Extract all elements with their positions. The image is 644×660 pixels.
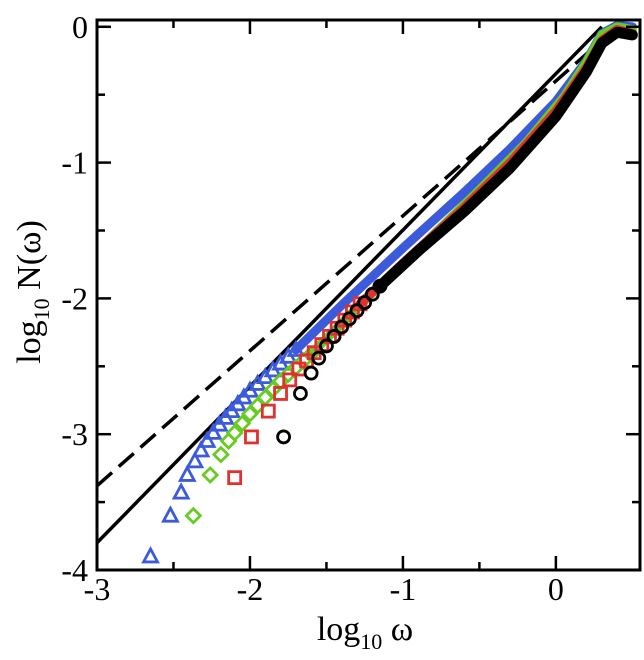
x-axis-label-base: log	[317, 611, 360, 648]
data-point-triangle	[203, 422, 223, 440]
plot-area	[97, 20, 638, 564]
data-point-diamond	[201, 465, 220, 484]
x-tick-label: -1	[390, 571, 417, 607]
data-point-circle	[303, 365, 319, 381]
data-point-square	[291, 361, 307, 377]
y-tick-label: -3	[61, 416, 88, 452]
data-point-circle	[334, 319, 350, 335]
data-point-triangle	[185, 450, 205, 469]
data-point-diamond	[211, 445, 230, 464]
data-point-square	[273, 386, 288, 401]
data-point-triangle	[197, 430, 217, 448]
x-axis-label-sub: 10	[360, 629, 382, 654]
data-point-triangle	[161, 505, 180, 523]
data-point-triangle	[177, 464, 197, 482]
data-point-diamond	[219, 432, 238, 450]
data-point-triangle	[191, 440, 211, 458]
y-tick-label: -1	[61, 145, 88, 181]
series-circle-curve	[374, 26, 638, 292]
x-axis-label: log10 ω	[317, 611, 413, 654]
data-point-diamond	[233, 414, 252, 433]
y-axis-label-base: log	[11, 320, 48, 363]
x-tick-label: 0	[548, 571, 564, 607]
reference-line-solid	[97, 25, 604, 545]
y-axis-label-rest: N(ω)	[11, 220, 48, 298]
data-point-diamond	[184, 506, 203, 525]
axis-ticks	[95, 20, 640, 572]
y-axis-label-sub: 10	[29, 298, 54, 320]
data-point-circle	[319, 338, 334, 354]
data-point-circle	[276, 429, 292, 445]
plot-frame	[95, 18, 642, 572]
data-point-triangle	[286, 339, 306, 357]
data-point-diamond	[225, 423, 244, 442]
x-tick-label: -3	[84, 571, 111, 607]
y-axis-label: log10 N(ω)	[11, 220, 54, 364]
data-point-circle	[372, 278, 388, 294]
data-point-circle	[293, 386, 308, 401]
y-tick-label: -4	[61, 552, 88, 588]
data-point-circle	[364, 286, 380, 302]
data-point-circle	[349, 303, 365, 319]
data-point-circle	[357, 295, 373, 310]
reference-line-dashed	[97, 39, 603, 488]
data-point-square	[244, 429, 259, 445]
data-point-square	[260, 403, 276, 419]
y-tick-label: 0	[72, 9, 88, 45]
data-point-circle	[311, 350, 327, 366]
x-tick-label: -2	[237, 571, 264, 607]
y-tick-label: -2	[61, 280, 88, 316]
data-point-square	[282, 372, 298, 388]
data-point-circle	[341, 311, 357, 327]
data-point-square	[227, 470, 243, 486]
axis-tick-labels: -3 -2 -1 0-4-3-2-10	[61, 9, 564, 607]
data-point-circle	[326, 329, 342, 344]
data-point-triangle	[141, 545, 160, 564]
x-axis-label-rest: ω	[382, 611, 413, 648]
data-point-triangle	[171, 482, 191, 500]
